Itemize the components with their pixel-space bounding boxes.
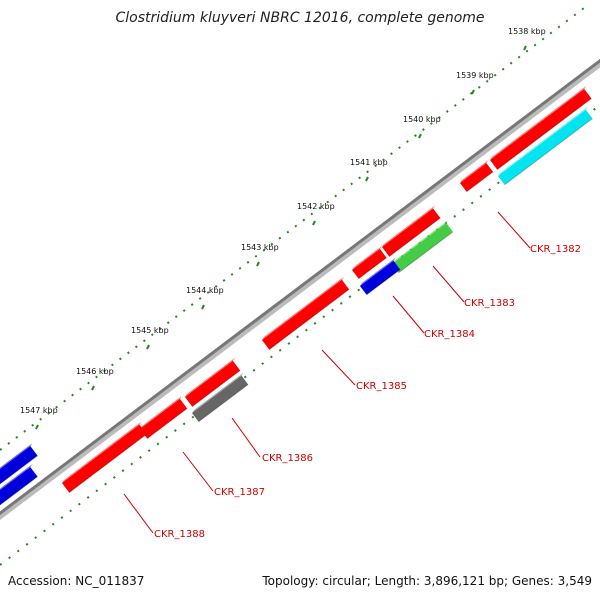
gene-label-leader xyxy=(432,265,465,303)
gene-bar-ckr-1386[interactable] xyxy=(185,357,241,407)
gene-bar-ckr-1385[interactable] xyxy=(262,276,350,350)
gene-label[interactable]: CKR_1387 xyxy=(214,487,265,498)
gene-label[interactable]: CKR_1385 xyxy=(356,381,407,392)
gene-bar-ckr-1387[interactable] xyxy=(140,395,188,439)
gene-label[interactable]: CKR_1383 xyxy=(464,298,515,309)
gene-label-leader xyxy=(123,493,154,534)
scale-label: 1543 kbp xyxy=(241,243,279,252)
gene-bar-blue-2[interactable] xyxy=(0,443,38,485)
gene-label-leader xyxy=(497,211,531,249)
gene-bar-cyan[interactable] xyxy=(498,106,593,186)
scale-major-tick xyxy=(35,424,39,430)
gene-label-leader xyxy=(231,417,261,458)
scale-label: 1541 kbp xyxy=(350,158,388,167)
scale-major-tick xyxy=(471,89,475,95)
genome-summary: Topology: circular; Length: 3,896,121 bp… xyxy=(262,574,592,588)
scale-major-tick xyxy=(418,133,422,139)
gene-bar-ckr-1388[interactable] xyxy=(62,421,147,493)
scale-label: 1545 kbp xyxy=(131,326,169,335)
outer-scale-ruler xyxy=(0,7,585,451)
scale-label: 1544 kbp xyxy=(186,286,224,295)
gene-bar-small-1[interactable] xyxy=(460,160,494,193)
scale-major-tick xyxy=(201,304,205,310)
genome-title: Clostridium kluyveri NBRC 12016, complet… xyxy=(115,10,485,26)
gene-bar-blue-3[interactable] xyxy=(0,464,38,506)
gene-label-leader xyxy=(321,349,356,386)
scale-major-tick xyxy=(256,261,260,267)
gene-label[interactable]: CKR_1384 xyxy=(424,329,475,340)
scale-label: 1538 kbp xyxy=(508,27,546,36)
genome-backbone-shadow xyxy=(0,60,600,520)
scale-label: 1542 kbp xyxy=(297,202,335,211)
gene-bar-ckr-1382[interactable] xyxy=(490,85,592,170)
scale-major-tick xyxy=(312,220,316,226)
gene-bar-ckr-1384[interactable] xyxy=(392,220,454,274)
scale-major-tick xyxy=(365,176,369,182)
gene-label[interactable]: CKR_1382 xyxy=(530,244,581,255)
gene-bar-blue-1[interactable] xyxy=(360,257,401,296)
gene-label-leader xyxy=(182,451,214,492)
gene-label[interactable]: CKR_1386 xyxy=(262,453,313,464)
gene-label-leader xyxy=(392,295,425,334)
scale-major-tick xyxy=(146,344,150,350)
genome-backbone xyxy=(0,58,600,516)
accession-label: Accession: NC_011837 xyxy=(8,574,145,588)
scale-label: 1546 kbp xyxy=(76,367,114,376)
gene-label[interactable]: CKR_1388 xyxy=(154,529,205,540)
scale-label: 1540 kbp xyxy=(403,115,441,124)
gene-bar-ckr-1383[interactable] xyxy=(382,205,441,257)
gene-bar-gray[interactable] xyxy=(192,372,249,423)
scale-label: 1539 kbp xyxy=(456,71,494,80)
scale-major-tick xyxy=(91,385,95,391)
gene-bar-small-2[interactable] xyxy=(352,245,387,280)
scale-major-tick xyxy=(523,45,527,51)
scale-label: 1547 kbp xyxy=(20,406,58,415)
